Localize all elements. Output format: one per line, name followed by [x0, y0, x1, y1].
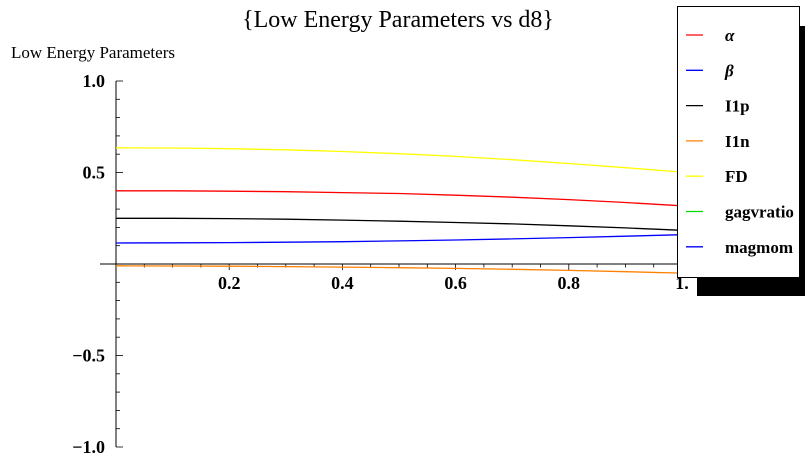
y-tick-label: 1.0 — [83, 71, 106, 91]
x-tick-label: 0.4 — [331, 273, 354, 293]
legend-box — [677, 6, 800, 278]
y-tick-label: −1.0 — [72, 437, 105, 457]
legend-label: magmom — [725, 238, 793, 257]
legend-label: FD — [725, 167, 748, 186]
series-line — [116, 190, 683, 207]
legend-label: gagvratio — [725, 203, 794, 222]
x-tick-label: 0.8 — [558, 273, 581, 293]
series-line — [115, 265, 683, 274]
y-tick-label: 0.5 — [83, 163, 106, 183]
x-tick-label: 0.2 — [218, 273, 241, 293]
chart-title: {Low Energy Parameters vs d8} — [242, 7, 554, 33]
legend: αβ I1p I1n FD gagvratio magmom — [677, 6, 805, 296]
y-axis-label: Low Energy Parameters — [11, 43, 175, 62]
legend-label: I1n — [725, 132, 750, 151]
legend-items: αβ I1p I1n FD gagvratio magmom — [686, 26, 794, 257]
legend-label: β — [724, 61, 734, 80]
x-tick-label: 0.6 — [444, 273, 467, 293]
series-line — [116, 217, 683, 231]
axes: 0.2 0.4 0.6 0.8 1.−1.0−0.50.51.0 — [72, 71, 700, 457]
series-line — [115, 147, 683, 173]
legend-label: I1p — [725, 97, 750, 116]
series-lines — [115, 147, 683, 274]
y-tick-label: −0.5 — [72, 346, 105, 366]
series-line — [115, 234, 683, 244]
legend-label: α — [725, 26, 735, 45]
